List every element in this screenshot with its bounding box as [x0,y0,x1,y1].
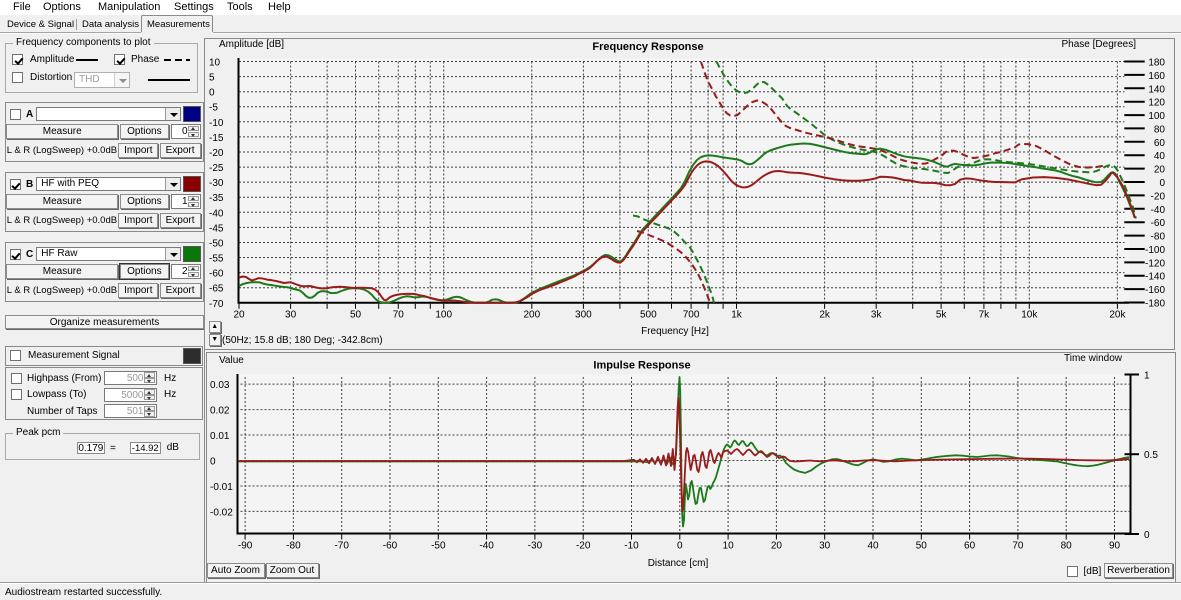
svg-text:-60: -60 [1151,218,1166,229]
svg-text:-5: -5 [209,103,218,114]
svg-text:500: 500 [640,310,657,321]
svg-text:-40: -40 [479,541,494,552]
svg-text:-80: -80 [1151,232,1166,243]
svg-text:-0.01: -0.01 [210,482,233,493]
svg-text:40: 40 [867,541,879,552]
svg-text:0: 0 [210,457,216,468]
svg-text:-35: -35 [209,193,224,204]
svg-text:10: 10 [723,541,735,552]
svg-text:-25: -25 [209,163,224,174]
svg-text:80: 80 [1061,541,1073,552]
svg-text:Frequency Response: Frequency Response [592,41,703,53]
svg-text:20: 20 [1154,165,1166,176]
svg-text:-20: -20 [209,148,224,159]
svg-text:0.01: 0.01 [210,431,230,442]
svg-text:30: 30 [285,310,297,321]
svg-text:700: 700 [683,310,700,321]
svg-text:0: 0 [209,88,215,99]
svg-text:Time window: Time window [1064,353,1123,364]
svg-text:70: 70 [393,310,405,321]
svg-text:80: 80 [1154,124,1166,135]
svg-text:Phase [Degrees]: Phase [Degrees] [1062,39,1137,50]
svg-text:-100: -100 [1145,245,1165,256]
svg-text:1: 1 [1144,371,1150,382]
svg-text:Frequency [Hz]: Frequency [Hz] [641,326,709,337]
svg-text:-70: -70 [334,541,349,552]
svg-text:-90: -90 [238,541,253,552]
svg-text:-180: -180 [1145,299,1165,310]
svg-text:20k: 20k [1109,310,1126,321]
svg-text:120: 120 [1148,98,1165,109]
svg-text:-0.02: -0.02 [210,507,233,518]
svg-text:-20: -20 [1151,191,1166,202]
svg-text:-65: -65 [209,284,224,295]
svg-text:0: 0 [1144,530,1150,541]
svg-text:-80: -80 [286,541,301,552]
svg-text:-40: -40 [209,208,224,219]
svg-text:140: 140 [1148,84,1165,95]
svg-text:20: 20 [233,310,245,321]
svg-text:-50: -50 [431,541,446,552]
svg-text:70: 70 [1012,541,1024,552]
svg-text:Amplitude [dB]: Amplitude [dB] [219,39,284,50]
svg-text:200: 200 [523,310,540,321]
svg-text:-30: -30 [528,541,543,552]
svg-text:-10: -10 [209,118,224,129]
svg-text:0: 0 [677,541,683,552]
svg-text:1k: 1k [731,310,743,321]
svg-text:-55: -55 [209,254,224,265]
svg-text:-20: -20 [576,541,591,552]
svg-text:Value: Value [219,355,244,366]
svg-text:40: 40 [1154,151,1166,162]
svg-text:-15: -15 [209,133,224,144]
svg-text:0.03: 0.03 [210,380,230,391]
svg-text:-70: -70 [209,299,224,310]
svg-text:Distance [cm]: Distance [cm] [648,558,709,569]
svg-text:5k: 5k [936,310,948,321]
svg-text:10k: 10k [1021,310,1038,321]
svg-text:-30: -30 [209,178,224,189]
svg-text:100: 100 [1148,111,1165,122]
svg-text:50: 50 [350,310,362,321]
svg-text:-10: -10 [624,541,639,552]
svg-text:Impulse Response: Impulse Response [593,360,690,372]
svg-text:-60: -60 [383,541,398,552]
svg-text:30: 30 [819,541,831,552]
svg-text:-140: -140 [1145,272,1165,283]
svg-text:-120: -120 [1145,258,1165,269]
svg-text:2k: 2k [819,310,831,321]
svg-text:5: 5 [209,73,215,84]
svg-text:160: 160 [1148,71,1165,82]
svg-text:100: 100 [435,310,452,321]
svg-text:0: 0 [1159,178,1165,189]
svg-text:-160: -160 [1145,285,1165,296]
svg-text:0.02: 0.02 [210,406,230,417]
svg-text:50: 50 [916,541,928,552]
svg-text:0.5: 0.5 [1144,450,1158,461]
svg-text:-45: -45 [209,223,224,234]
svg-text:-40: -40 [1151,205,1166,216]
svg-text:-50: -50 [209,239,224,250]
svg-text:10: 10 [209,58,221,69]
svg-text:90: 90 [1109,541,1121,552]
svg-text:180: 180 [1148,58,1165,69]
svg-text:300: 300 [575,310,592,321]
svg-text:60: 60 [964,541,976,552]
svg-text:60: 60 [1154,138,1166,149]
svg-text:-60: -60 [209,269,224,280]
svg-text:7k: 7k [979,310,991,321]
svg-text:20: 20 [771,541,783,552]
svg-text:3k: 3k [871,310,883,321]
